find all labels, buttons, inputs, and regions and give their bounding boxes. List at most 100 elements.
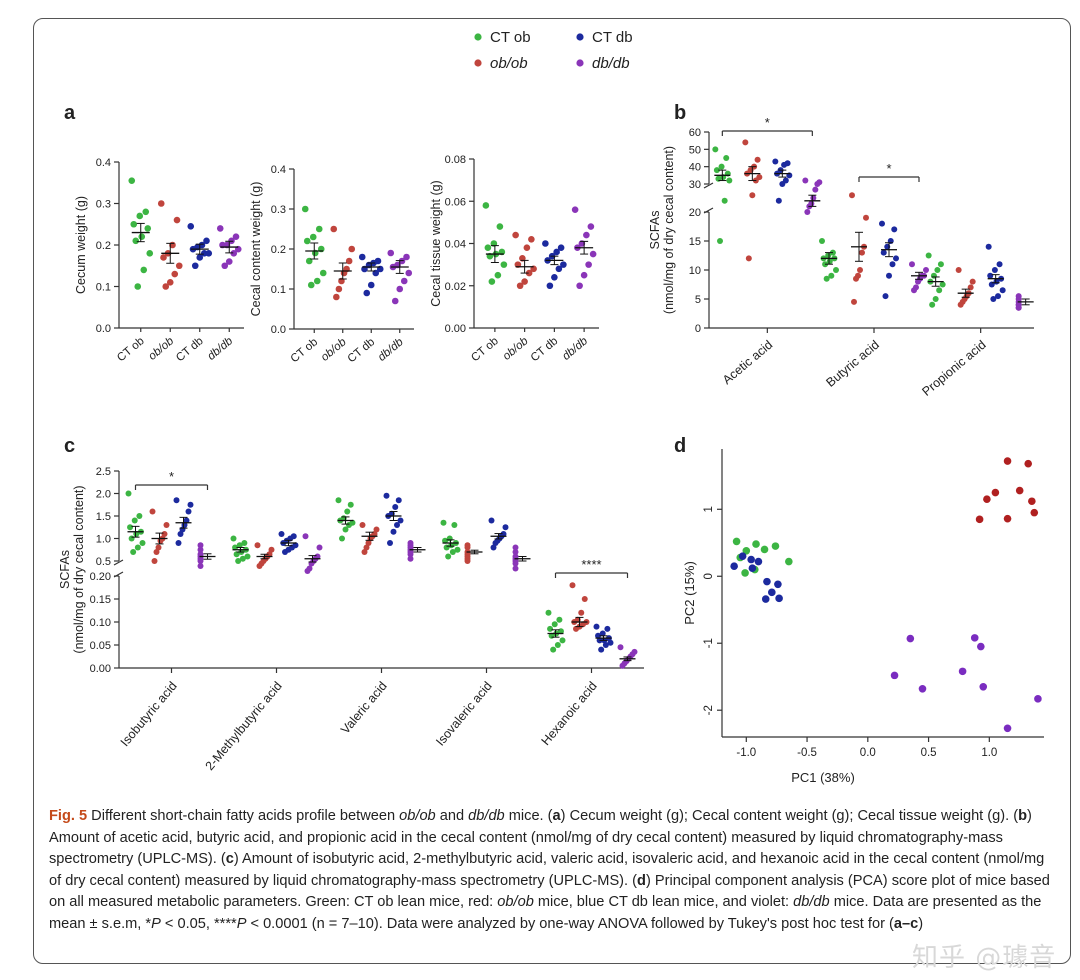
data-point-c xyxy=(134,544,141,551)
data-point-b xyxy=(991,267,998,273)
pca-point-2 xyxy=(1030,508,1039,517)
y-tick-label-a3: 0.06 xyxy=(445,196,466,208)
data-point-b xyxy=(804,209,811,215)
y-tick-label-d: -1 xyxy=(703,638,715,648)
pca-point-3 xyxy=(906,634,915,643)
data-point-c xyxy=(161,531,168,537)
data-point-c xyxy=(233,551,240,558)
data-point-c xyxy=(573,625,579,632)
y-tick-label-a1: 0.3 xyxy=(96,199,111,211)
data-point-b xyxy=(775,197,782,204)
data-point-b xyxy=(915,278,921,285)
data-point-c xyxy=(139,540,146,546)
pca-point-2 xyxy=(1028,497,1036,506)
pca-point-1 xyxy=(774,580,782,589)
pca-point-0 xyxy=(785,557,793,566)
data-point-a1 xyxy=(221,262,229,270)
legend-label-1: CT db xyxy=(592,29,633,46)
data-point-a3 xyxy=(523,244,531,252)
data-point-a3 xyxy=(580,271,588,279)
data-point-a3 xyxy=(528,235,535,243)
data-point-a1 xyxy=(128,177,136,184)
data-point-a3 xyxy=(516,282,524,290)
data-point-a1 xyxy=(203,237,210,245)
data-point-c xyxy=(373,526,380,533)
data-point-c xyxy=(187,501,194,508)
data-point-c xyxy=(593,623,600,630)
data-point-c xyxy=(339,535,345,542)
data-point-c xyxy=(239,555,246,562)
data-point-b xyxy=(717,238,723,244)
x-tick-label-a3: db/db xyxy=(560,335,590,363)
y-axis-title-d: PC2 (15%) xyxy=(682,561,697,625)
pca-point-1 xyxy=(748,564,757,573)
x-tick-label-a1: CT ob xyxy=(115,335,147,364)
x-tick-label-d: -0.5 xyxy=(797,747,817,759)
data-point-c xyxy=(551,621,558,628)
caption-text: Different short-chain fatty acids profil… xyxy=(87,808,400,824)
y-axis-subtitle-b: (nmol/mg of dry cecal content) xyxy=(662,146,676,314)
data-point-c xyxy=(599,630,606,637)
data-point-a1 xyxy=(157,200,165,207)
data-point-a1 xyxy=(140,266,148,274)
data-point-c xyxy=(361,549,368,555)
pca-point-3 xyxy=(890,671,899,680)
legend-label-0: CT ob xyxy=(490,29,531,46)
data-point-a2 xyxy=(313,277,321,285)
data-point-a3 xyxy=(512,231,519,239)
data-point-c xyxy=(185,508,192,515)
data-point-a1 xyxy=(162,283,170,290)
data-point-b xyxy=(937,261,944,268)
caption-dbdb: db/db xyxy=(468,808,505,824)
caption-text: mice, blue CT db lean mice, and violet: xyxy=(533,894,794,910)
caption-ref-ac: a–c xyxy=(893,915,919,932)
y-tick-label-c: 1.0 xyxy=(96,534,111,546)
data-point-c xyxy=(365,540,372,546)
data-point-c xyxy=(451,522,458,528)
data-point-a3 xyxy=(555,265,563,273)
data-point-c xyxy=(149,508,156,515)
significance-label-c: * xyxy=(169,469,174,484)
data-point-b xyxy=(812,186,819,193)
data-point-a2 xyxy=(391,297,399,305)
data-point-a1 xyxy=(144,225,152,232)
figure-caption: Fig. 5 Different short-chain fatty acids… xyxy=(49,806,1059,935)
data-point-b xyxy=(987,272,994,279)
y-tick-label-a2: 0.2 xyxy=(271,244,286,256)
data-point-b xyxy=(932,296,939,302)
data-point-c xyxy=(197,563,204,569)
data-point-c xyxy=(556,616,563,623)
pca-point-1 xyxy=(730,562,738,571)
data-point-a1 xyxy=(142,208,150,216)
pca-point-2 xyxy=(991,488,1000,497)
data-point-c xyxy=(235,558,242,564)
data-point-c xyxy=(569,582,576,589)
data-point-c xyxy=(554,642,561,648)
data-point-a2 xyxy=(345,257,353,265)
data-point-a1 xyxy=(187,223,195,230)
caption-p: P xyxy=(236,915,247,932)
data-point-c xyxy=(550,646,557,653)
data-point-a3 xyxy=(542,240,549,247)
caption-obob: ob/ob xyxy=(497,894,534,910)
data-point-a1 xyxy=(232,233,240,240)
data-point-a1 xyxy=(130,220,138,228)
data-point-c xyxy=(602,642,609,648)
y-tick-label-b: 50 xyxy=(689,144,701,156)
data-point-a3 xyxy=(560,261,567,268)
caption-text: mice. Data are presented as the mean ± s… xyxy=(49,894,1042,932)
caption-text: and xyxy=(435,808,469,824)
caption-text: < 0.05, **** xyxy=(160,915,237,932)
data-point-c xyxy=(316,544,323,551)
data-point-c xyxy=(278,531,285,537)
data-point-b xyxy=(891,226,898,233)
data-point-c xyxy=(236,542,243,549)
data-point-c xyxy=(578,609,585,616)
y-tick-label-a3: 0.08 xyxy=(445,154,466,166)
pca-point-0 xyxy=(741,569,749,577)
data-point-b xyxy=(882,293,889,300)
legend-marker-0 xyxy=(474,33,482,41)
y-tick-label-c: 1.5 xyxy=(96,511,111,523)
x-tick-label-b: Acetic acid xyxy=(720,338,775,388)
x-tick-label-d: 0.5 xyxy=(921,747,937,759)
